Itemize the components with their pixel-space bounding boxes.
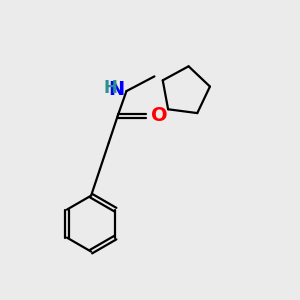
Text: H: H (103, 79, 117, 97)
Text: N: N (109, 80, 125, 99)
Text: O: O (151, 106, 167, 125)
